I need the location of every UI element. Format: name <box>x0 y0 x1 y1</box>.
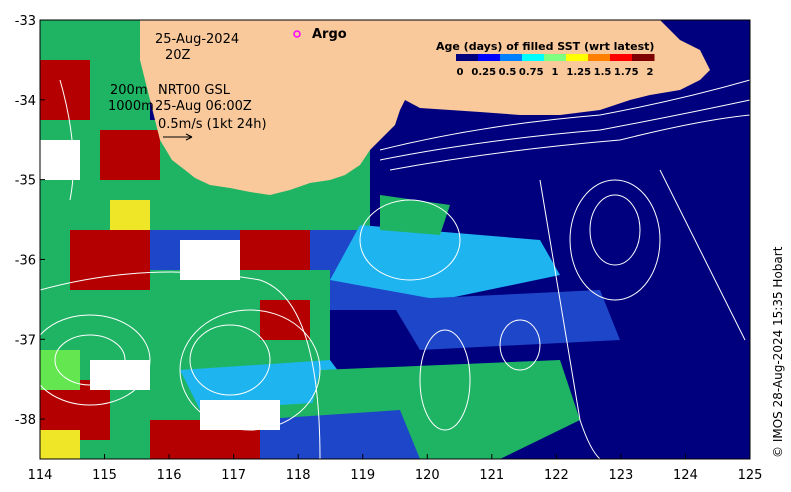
current-contours <box>40 79 750 459</box>
scale-label: 0.5m/s (1kt 24h) <box>158 117 267 132</box>
legend-tick-label: 2 <box>647 67 654 78</box>
product-label: NRT00 GSL <box>158 83 231 98</box>
yellow-patch <box>110 200 150 230</box>
argo-marker-icon <box>293 30 301 38</box>
legend-color-segment <box>500 54 523 61</box>
legend-tick-label: 0.75 <box>519 67 544 78</box>
y-tick-label: -34 <box>15 94 36 109</box>
x-tick-label: 114 <box>28 468 53 483</box>
lime-patch <box>40 350 80 390</box>
green-patch <box>380 195 450 235</box>
legend-title: Age (days) of filled SST (wrt latest) <box>436 40 654 53</box>
legend-color-segment <box>632 54 655 61</box>
argo-label: Argo <box>312 27 347 42</box>
datetime-label: 25-Aug 06:00Z <box>155 99 252 114</box>
legend-tick-label: 1.75 <box>614 67 639 78</box>
missing-data-patch <box>180 240 240 280</box>
x-tick-label: 124 <box>673 468 698 483</box>
x-tick-label: 118 <box>286 468 311 483</box>
legend-tick-label: 1.5 <box>594 67 612 78</box>
scale-arrow-icon <box>163 133 193 141</box>
map-plot-area <box>40 20 750 459</box>
depth-200-label: 200m <box>110 83 147 98</box>
x-tick-label: 125 <box>738 468 763 483</box>
x-tick-label: 115 <box>92 468 117 483</box>
x-tick-label: 123 <box>608 468 633 483</box>
yellow-patch <box>40 430 80 459</box>
red-patch <box>100 130 160 180</box>
y-tick-label: -36 <box>15 253 36 268</box>
legend-tick-label: 0 <box>457 67 464 78</box>
legend-tick-label: 1 <box>552 67 559 78</box>
depth-1000-label: 1000m <box>108 99 154 114</box>
missing-data-patch <box>90 360 150 390</box>
legend-color-segment <box>544 54 567 61</box>
land-mass <box>140 20 710 195</box>
legend-color-segment <box>478 54 501 61</box>
red-patch <box>240 230 310 270</box>
missing-data-patch <box>40 140 80 180</box>
y-tick-label: -37 <box>15 333 36 348</box>
legend-color-segment <box>456 54 479 61</box>
blue-patch <box>390 290 620 350</box>
legend-tick-label: 1.25 <box>566 67 591 78</box>
x-tick-label: 116 <box>157 468 182 483</box>
y-axis: -33 -34 -35 -36 -37 -38 <box>15 14 45 428</box>
legend-colorbar <box>456 54 655 61</box>
legend-color-segment <box>522 54 545 61</box>
legend-tick-labels: 0 0.25 0.5 0.75 1 1.25 1.5 1.75 2 <box>457 67 654 78</box>
date-label: 25-Aug-2024 <box>155 32 239 47</box>
missing-data-patch <box>200 400 280 430</box>
y-tick-label: -38 <box>15 413 36 428</box>
legend-color-segment <box>610 54 633 61</box>
credit-text: © IMOS 28-Aug-2024 15:35 Hobart <box>771 246 785 458</box>
plot-frame <box>39 19 751 460</box>
cyan-patch-north <box>330 225 560 300</box>
legend-tick-label: 0.5 <box>499 67 517 78</box>
y-tick-label: -33 <box>15 14 36 29</box>
time-label: 20Z <box>165 48 191 63</box>
x-tick-label: 122 <box>544 468 569 483</box>
x-tick-label: 120 <box>415 468 440 483</box>
red-patch <box>70 230 150 290</box>
legend-tick-label: 0.25 <box>471 67 496 78</box>
y-tick-label: -35 <box>15 174 36 189</box>
x-tick-label: 117 <box>221 468 246 483</box>
legend-color-segment <box>566 54 589 61</box>
x-tick-label: 119 <box>350 468 375 483</box>
x-tick-label: 121 <box>479 468 504 483</box>
red-patch <box>40 60 90 120</box>
red-patch <box>260 300 310 340</box>
legend-color-segment <box>588 54 611 61</box>
x-axis: 114 115 116 117 118 119 120 121 122 123 124 125 <box>28 454 763 483</box>
